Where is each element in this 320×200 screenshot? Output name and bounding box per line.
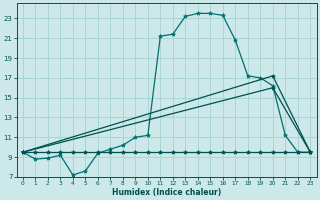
- X-axis label: Humidex (Indice chaleur): Humidex (Indice chaleur): [112, 188, 221, 197]
